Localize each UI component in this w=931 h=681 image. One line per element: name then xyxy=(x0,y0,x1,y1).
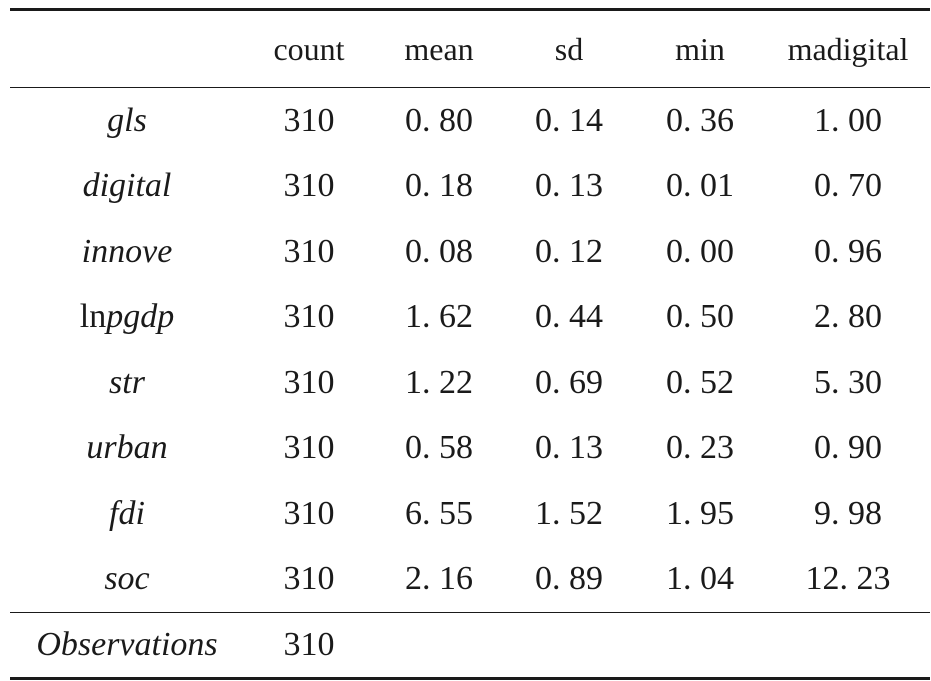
table-footer: Observations 310 xyxy=(10,612,930,680)
cell-mean: 1. 22 xyxy=(405,363,473,401)
cell-sd: 1. 52 xyxy=(535,494,603,532)
cell-mean: 2. 16 xyxy=(374,546,504,613)
cell-max: 0. 96 xyxy=(814,232,882,270)
cell-mean: 1. 62 xyxy=(405,298,473,336)
cell-sd: 0. 89 xyxy=(504,546,634,613)
variable-label: urban xyxy=(86,429,168,467)
table-row: str 310 1. 22 0. 69 0. 52 5. 30 xyxy=(10,350,930,416)
table-row: digital 310 0. 18 0. 13 0. 01 0. 70 xyxy=(10,154,930,220)
cell-sd: 0. 13 xyxy=(535,167,603,205)
cell-min: 0. 01 xyxy=(666,167,734,205)
variable-name: str xyxy=(10,350,244,416)
cell-max: 0. 70 xyxy=(814,167,882,205)
cell-max: 0. 90 xyxy=(814,429,882,467)
variable-name: soc xyxy=(10,546,244,613)
variable-name: urban xyxy=(10,416,244,482)
cell-mean: 6. 55 xyxy=(405,494,473,532)
cell-count: 310 xyxy=(283,429,335,467)
empty-cell xyxy=(634,612,766,680)
header-max: madigital xyxy=(766,8,930,88)
variable-label: pgdp xyxy=(106,298,175,336)
cell-count: 310 xyxy=(283,298,335,336)
table-row: urban 310 0. 58 0. 13 0. 23 0. 90 xyxy=(10,416,930,482)
cell-count: 310 xyxy=(283,167,335,205)
variable-name: gls xyxy=(10,88,244,154)
table-row: gls 310 0. 80 0. 14 0. 36 1. 00 xyxy=(10,88,930,154)
variable-label: soc xyxy=(104,560,150,598)
observations-label: Observations xyxy=(10,612,244,680)
cell-min: 1. 04 xyxy=(634,546,766,613)
table-header: count mean sd min madigital xyxy=(10,8,930,88)
variable-label: str xyxy=(109,363,145,401)
cell-mean: 0. 80 xyxy=(405,101,473,139)
header-variable xyxy=(10,8,244,88)
cell-max: 12. 23 xyxy=(766,546,930,613)
cell-sd: 0. 44 xyxy=(535,298,603,336)
cell-min: 0. 50 xyxy=(666,298,734,336)
cell-mean: 0. 58 xyxy=(405,429,473,467)
table-row: innove 310 0. 08 0. 12 0. 00 0. 96 xyxy=(10,219,930,285)
cell-max: 2. 80 xyxy=(814,298,882,336)
cell-count: 310 xyxy=(283,232,335,270)
variable-prefix: ln xyxy=(79,298,107,336)
empty-cell xyxy=(766,612,930,680)
table-row: fdi 310 6. 55 1. 52 1. 95 9. 98 xyxy=(10,481,930,547)
cell-sd: 0. 69 xyxy=(535,363,603,401)
variable-name: fdi xyxy=(10,481,244,547)
cell-max: 5. 30 xyxy=(814,363,882,401)
cell-max: 9. 98 xyxy=(814,494,882,532)
cell-sd: 0. 13 xyxy=(535,429,603,467)
variable-name: innove xyxy=(10,219,244,285)
table-body: gls 310 0. 80 0. 14 0. 36 1. 00 digital … xyxy=(10,88,930,613)
cell-mean: 0. 08 xyxy=(405,232,473,270)
variable-label: fdi xyxy=(109,494,145,532)
cell-min: 1. 95 xyxy=(666,494,734,532)
header-mean: mean xyxy=(374,8,504,88)
variable-name: lnpgdp xyxy=(10,285,244,351)
table-row: soc 310 2. 16 0. 89 1. 04 12. 23 xyxy=(10,546,930,613)
variable-label: innove xyxy=(81,232,173,270)
cell-count: 310 xyxy=(283,494,335,532)
header-row: count mean sd min madigital xyxy=(10,8,930,88)
variable-label: digital xyxy=(82,167,172,205)
summary-statistics-table: count mean sd min madigital gls 310 0. 8… xyxy=(10,8,930,680)
header-count: count xyxy=(244,8,374,88)
empty-cell xyxy=(374,612,504,680)
header-min: min xyxy=(634,8,766,88)
variable-label: gls xyxy=(107,101,147,139)
table-row: lnpgdp 310 1. 62 0. 44 0. 50 2. 80 xyxy=(10,285,930,351)
observations-row: Observations 310 xyxy=(10,612,930,680)
cell-count: 310 xyxy=(283,363,335,401)
cell-sd: 0. 14 xyxy=(535,101,603,139)
empty-cell xyxy=(504,612,634,680)
cell-mean: 0. 18 xyxy=(405,167,473,205)
cell-min: 0. 00 xyxy=(666,232,734,270)
header-sd: sd xyxy=(504,8,634,88)
cell-max: 1. 00 xyxy=(814,101,882,139)
observations-count: 310 xyxy=(244,612,374,680)
cell-min: 0. 36 xyxy=(666,101,734,139)
cell-count: 310 xyxy=(244,546,374,613)
cell-min: 0. 52 xyxy=(666,363,734,401)
summary-statistics-table-container: count mean sd min madigital gls 310 0. 8… xyxy=(10,8,930,680)
variable-name: digital xyxy=(10,154,244,220)
cell-min: 0. 23 xyxy=(666,429,734,467)
cell-count: 310 xyxy=(283,101,335,139)
cell-sd: 0. 12 xyxy=(535,232,603,270)
